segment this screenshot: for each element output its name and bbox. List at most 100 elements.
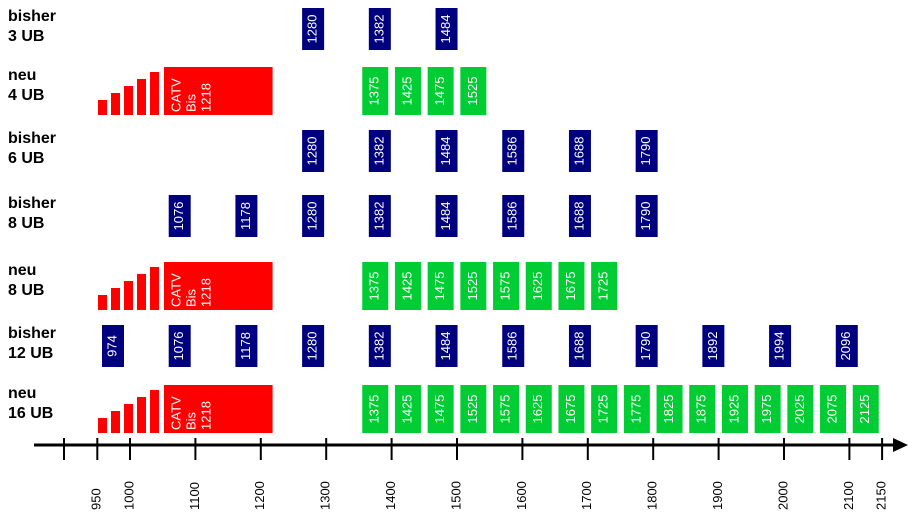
catv-band — [164, 385, 273, 433]
channel-box — [394, 262, 421, 310]
channel-label: 1675 — [563, 272, 578, 301]
row-subtitle: 8 UB — [8, 215, 44, 232]
channel-label: 1688 — [571, 202, 586, 231]
axis-tick-label: 2150 — [874, 481, 889, 510]
channel-box — [235, 195, 258, 237]
channel-box — [852, 385, 879, 433]
channel-box — [362, 67, 389, 115]
catv-text: CATV — [168, 78, 183, 112]
channel-label: 1382 — [371, 15, 386, 44]
level-bar — [111, 288, 120, 310]
axis-tick-label: 1400 — [383, 481, 398, 510]
row-title: neu — [8, 385, 36, 402]
channel-label: 1725 — [596, 395, 611, 424]
level-bar — [137, 79, 146, 115]
channel-label: 1484 — [438, 332, 453, 361]
channel-box — [302, 130, 325, 172]
channel-box — [460, 262, 487, 310]
channel-box — [435, 8, 458, 50]
level-bar — [150, 267, 159, 310]
level-bar — [98, 100, 107, 115]
channel-box — [368, 325, 391, 367]
channel-label: 1280 — [305, 137, 320, 166]
axis-tick-label: 1100 — [187, 482, 202, 510]
channel-box — [302, 325, 325, 367]
axis-tick-label: 2000 — [775, 481, 790, 510]
channel-label: 1586 — [505, 202, 520, 231]
row-subtitle: 6 UB — [8, 150, 44, 167]
channel-box — [591, 262, 618, 310]
channel-box — [568, 130, 591, 172]
level-bar — [111, 411, 120, 433]
channel-label: 1484 — [438, 137, 453, 166]
row-title: neu — [8, 262, 36, 279]
channel-box — [362, 385, 389, 433]
channel-label: 1375 — [367, 395, 382, 424]
channel-box — [435, 130, 458, 172]
channel-label: 1425 — [399, 395, 414, 424]
row-title: bisher — [8, 8, 56, 25]
channel-label: 1688 — [571, 332, 586, 361]
catv-text: 1218 — [198, 401, 213, 430]
channel-box — [689, 385, 716, 433]
channel-label: 1586 — [505, 137, 520, 166]
channel-box — [460, 385, 487, 433]
channel-label: 1675 — [563, 395, 578, 424]
channel-label: 1475 — [432, 272, 447, 301]
row-subtitle: 12 UB — [8, 345, 53, 362]
channel-label: 1790 — [638, 332, 653, 361]
channel-box — [368, 195, 391, 237]
channel-box — [493, 385, 520, 433]
channel-box — [394, 67, 421, 115]
channel-label: 1076 — [171, 202, 186, 231]
channel-box — [656, 385, 683, 433]
level-bar — [137, 397, 146, 433]
channel-label: 1994 — [772, 332, 787, 361]
channel-label: 1484 — [438, 202, 453, 231]
channel-label: 1586 — [505, 332, 520, 361]
channel-box — [820, 385, 847, 433]
catv-text: 1218 — [198, 83, 213, 112]
level-bar — [98, 295, 107, 310]
axis-tick-label: 1200 — [252, 481, 267, 510]
row-subtitle: 3 UB — [8, 28, 44, 45]
channel-label: 1484 — [438, 15, 453, 44]
channel-box — [635, 130, 658, 172]
catv-band — [164, 262, 273, 310]
channel-label: 2125 — [857, 395, 872, 424]
channel-label: 2025 — [792, 395, 807, 424]
channel-box — [435, 195, 458, 237]
catv-band — [164, 67, 273, 115]
row-subtitle: 16 UB — [8, 405, 53, 422]
channel-box — [493, 262, 520, 310]
channel-label: 1625 — [530, 395, 545, 424]
channel-label: 1925 — [726, 395, 741, 424]
channel-label: 1475 — [432, 395, 447, 424]
channel-label: 1076 — [171, 332, 186, 361]
channel-label: 1790 — [638, 202, 653, 231]
catv-text: CATV — [168, 396, 183, 430]
axis-tick-label: 950 — [89, 488, 104, 510]
level-bar — [124, 86, 133, 115]
axis-tick-label: 1700 — [579, 481, 594, 510]
axis-tick-label: 1500 — [448, 481, 463, 510]
channel-label: 1525 — [465, 395, 480, 424]
channel-label: 1525 — [465, 272, 480, 301]
channel-box — [302, 8, 325, 50]
channel-label: 1525 — [465, 77, 480, 106]
axis-tick-label: 1300 — [318, 481, 333, 510]
channel-box — [168, 195, 191, 237]
channel-box — [362, 262, 389, 310]
channel-box — [435, 325, 458, 367]
axis-arrow — [893, 438, 908, 452]
channel-label: 1280 — [305, 202, 320, 231]
channel-label: 1280 — [305, 332, 320, 361]
channel-box — [427, 67, 454, 115]
channel-box — [558, 385, 585, 433]
channel-label: 1875 — [694, 395, 709, 424]
channel-box — [623, 385, 650, 433]
axis-tick-label: 1000 — [121, 481, 136, 510]
catv-text: Bis — [183, 288, 198, 307]
channel-box — [635, 325, 658, 367]
